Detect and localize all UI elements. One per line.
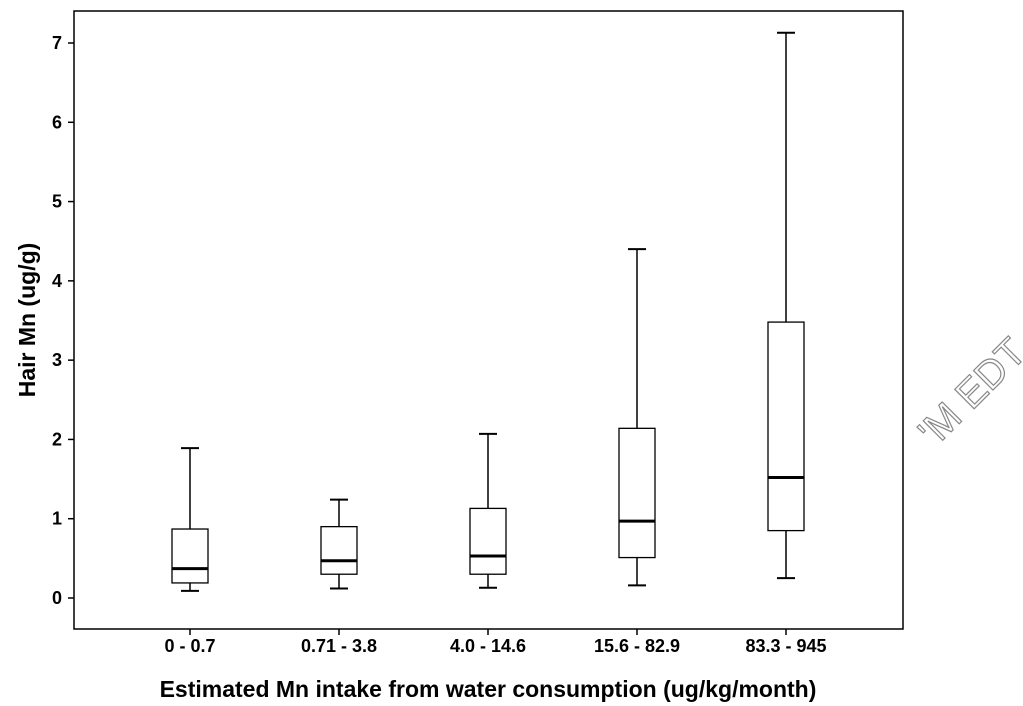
y-tick-label: 5 bbox=[52, 192, 62, 212]
iqr-box bbox=[171, 528, 209, 584]
boxes bbox=[171, 31, 805, 592]
box-4 bbox=[618, 248, 656, 587]
y-tick-label: 2 bbox=[52, 429, 62, 449]
y-tick-label: 0 bbox=[52, 588, 62, 608]
x-tick-label: 0 - 0.7 bbox=[164, 636, 215, 656]
box-1 bbox=[171, 447, 209, 592]
y-tick-label: 1 bbox=[52, 509, 62, 529]
y-axis: 0 1 2 3 4 5 6 7 bbox=[52, 33, 74, 608]
box-5 bbox=[767, 31, 805, 580]
y-tick-label: 7 bbox=[52, 33, 62, 53]
y-tick-label: 4 bbox=[52, 271, 62, 291]
watermark-text: 'M EDT bbox=[910, 330, 1023, 455]
y-tick-label: 6 bbox=[52, 112, 62, 132]
y-tick-label: 3 bbox=[52, 350, 62, 370]
iqr-box bbox=[320, 525, 358, 575]
iqr-box bbox=[767, 321, 805, 532]
iqr-box bbox=[469, 507, 507, 575]
x-tick-label: 83.3 - 945 bbox=[745, 636, 826, 656]
iqr-box bbox=[618, 427, 656, 559]
x-tick-label: 0.71 - 3.8 bbox=[301, 636, 377, 656]
x-tick-label: 15.6 - 82.9 bbox=[594, 636, 680, 656]
x-axis: 0 - 0.7 0.71 - 3.8 4.0 - 14.6 15.6 - 82.9 83… bbox=[164, 629, 827, 656]
x-axis-title: Estimated Mn intake from water consumpti… bbox=[160, 676, 817, 702]
x-tick-label: 4.0 - 14.6 bbox=[450, 636, 526, 656]
box-3 bbox=[469, 432, 507, 589]
box-2 bbox=[320, 498, 358, 590]
y-axis-title: Hair Mn (ug/g) bbox=[14, 243, 40, 398]
